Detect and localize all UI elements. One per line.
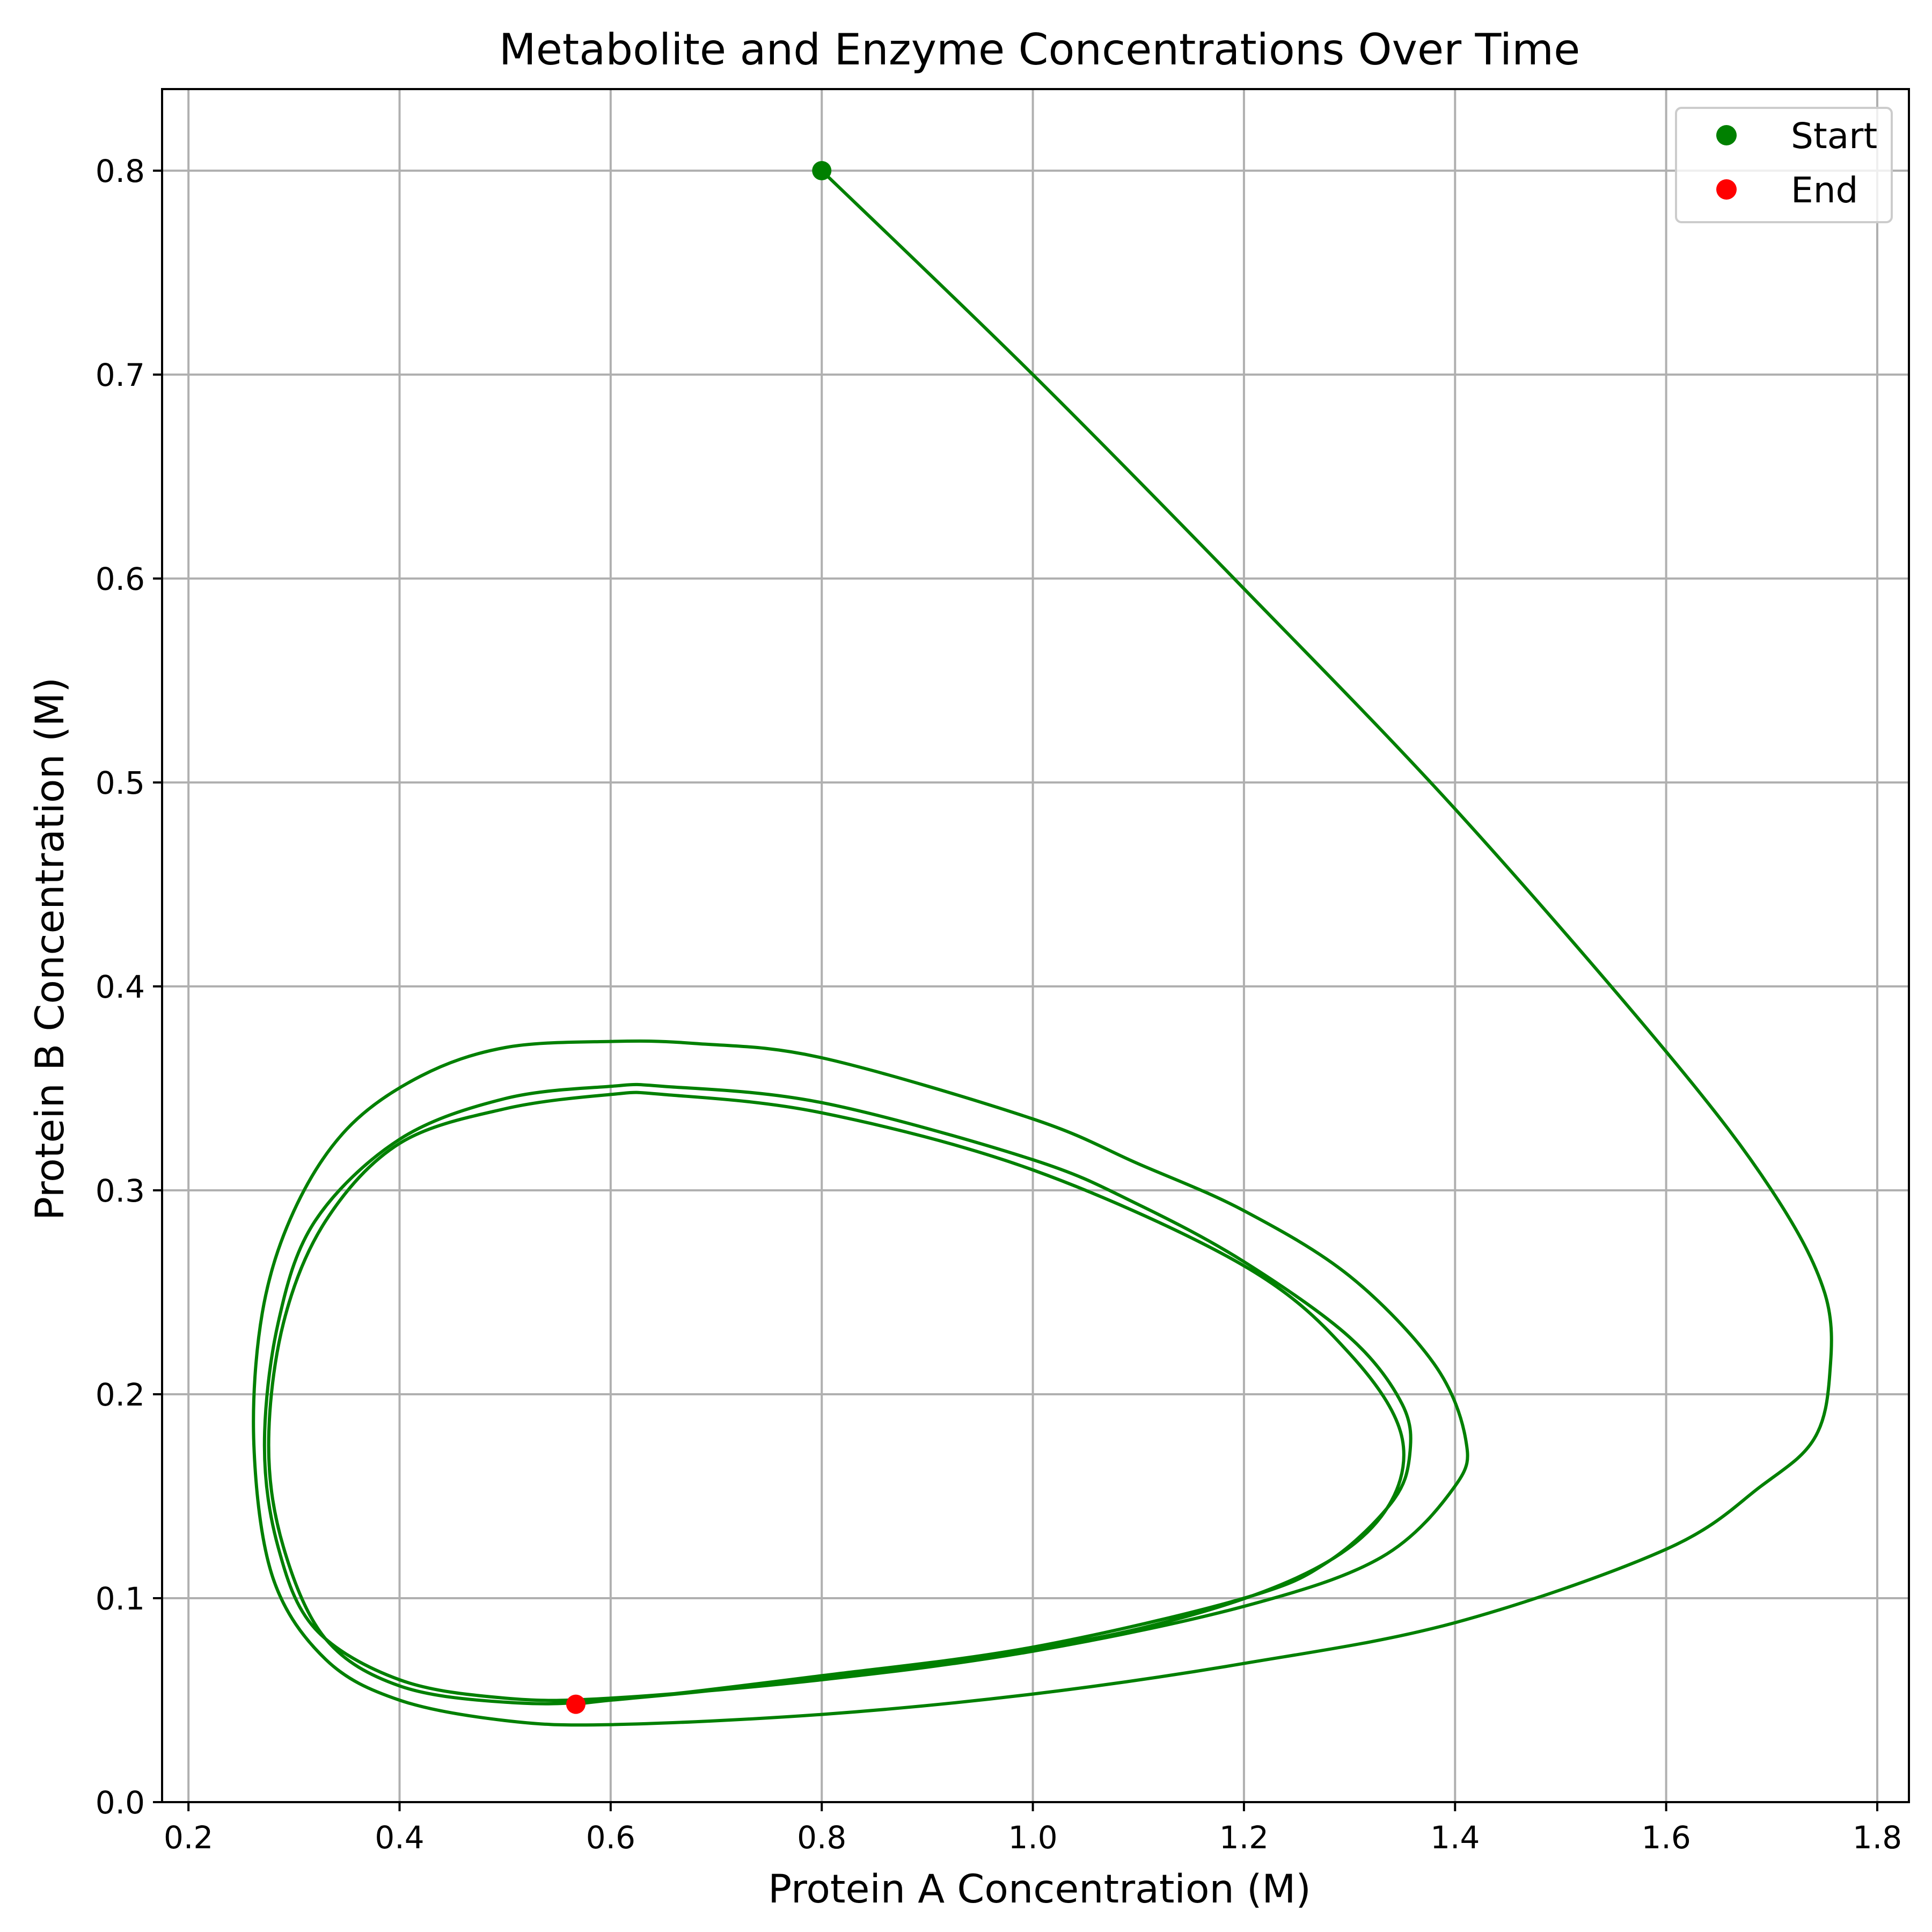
x-tick-label: 0.8 <box>797 1819 846 1856</box>
grid <box>162 89 1909 1803</box>
trajectory-line <box>252 169 1833 1727</box>
x-tick-label: 0.4 <box>375 1819 424 1856</box>
x-axis-label: Protein A Concentration (M) <box>768 1867 1311 1912</box>
x-tick-label: 1.0 <box>1008 1819 1057 1856</box>
y-tick-label: 0.5 <box>96 765 145 801</box>
y-tick-label: 0.8 <box>96 153 145 189</box>
axes: 0.2 0.4 0.6 0.8 1.0 1.2 1.4 1.6 1.8 0.0 0.1 0.2 0.3 0… <box>96 88 1910 1856</box>
x-tick-label: 1.2 <box>1219 1819 1269 1856</box>
x-tick-label: 0.6 <box>586 1819 635 1856</box>
x-tick-label: 1.4 <box>1430 1819 1480 1856</box>
y-axis-label: Protein B Concentration (M) <box>27 677 73 1220</box>
y-tick-label: 0.7 <box>96 357 145 393</box>
legend-marker-end <box>1716 179 1737 200</box>
plot-data <box>252 161 1833 1727</box>
y-tick-label: 0.4 <box>96 969 145 1005</box>
end-point-marker <box>566 1694 586 1714</box>
y-tick-label: 0.2 <box>96 1377 145 1413</box>
legend-marker-start <box>1716 125 1737 145</box>
chart-title: Metabolite and Enzyme Concentrations Ove… <box>499 25 1580 75</box>
legend: Start End <box>1675 107 1893 223</box>
x-tick-label: 0.2 <box>164 1819 213 1856</box>
x-tick-label: 1.8 <box>1853 1819 1902 1856</box>
y-tick-label: 0.6 <box>96 561 145 597</box>
y-tick-label: 0.3 <box>96 1173 145 1209</box>
y-tick-label: 0.0 <box>96 1784 145 1821</box>
start-point-marker <box>812 161 832 180</box>
legend-label-end: End <box>1791 170 1858 211</box>
plot-frame <box>161 88 1910 1803</box>
y-tick-label: 0.1 <box>96 1580 145 1617</box>
legend-label-start: Start <box>1791 115 1877 157</box>
x-tick-label: 1.6 <box>1642 1819 1691 1856</box>
